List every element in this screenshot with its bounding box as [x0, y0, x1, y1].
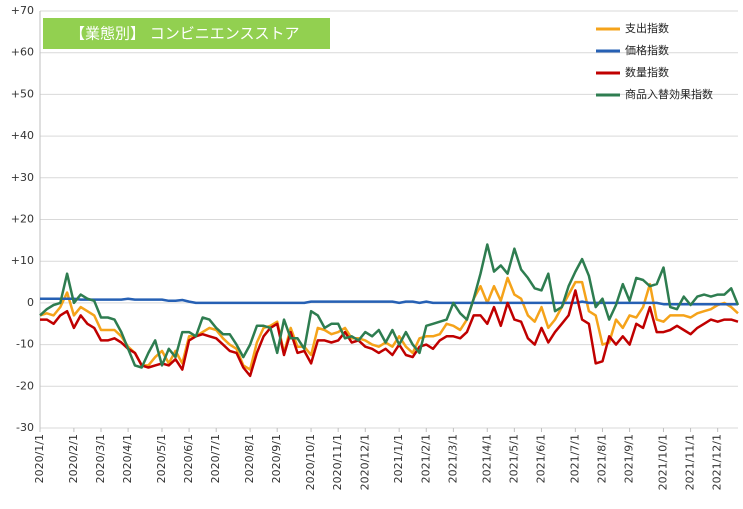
y-tick-label: +30: [11, 171, 34, 184]
x-tick-label: 2021/3/1: [446, 434, 459, 483]
legend-label: 支出指数: [625, 21, 669, 35]
legend-label: 価格指数: [625, 43, 669, 57]
x-tick-label: 2021/4/1: [480, 434, 493, 483]
x-tick-label: 2020/5/1: [155, 434, 168, 483]
x-tick-label: 2020/3/1: [94, 434, 107, 483]
x-tick-label: 2021/8/1: [595, 434, 608, 483]
series-line: [39, 243, 740, 369]
y-tick-label: +70: [11, 4, 34, 17]
x-tick-label: 2021/9/1: [623, 434, 636, 483]
x-tick-label: 2021/12/1: [711, 434, 724, 490]
series-line: [39, 276, 739, 371]
x-tick-label: 2021/1/1: [392, 434, 405, 483]
x-tick-label: 2020/8/1: [243, 434, 256, 483]
x-tick-label: 2020/9/1: [270, 434, 283, 483]
y-tick-label: -10: [16, 338, 34, 351]
y-tick-label: -30: [16, 421, 34, 434]
y-tick-label: -20: [16, 379, 34, 392]
x-tick-label: 2020/10/1: [304, 434, 317, 490]
x-tick-label: 2020/2/1: [67, 434, 80, 483]
y-tick-label: +10: [11, 254, 34, 267]
x-tick-label: 2021/7/1: [568, 434, 581, 483]
x-tick-label: 2020/7/1: [209, 434, 222, 483]
legend-label: 数量指数: [625, 65, 669, 79]
x-tick-label: 2020/1/1: [33, 434, 46, 483]
y-tick-label: +60: [11, 46, 34, 59]
x-tick-label: 2020/12/1: [358, 434, 371, 490]
x-tick-label: 2021/2/1: [419, 434, 432, 483]
x-tick-label: 2021/11/1: [684, 434, 697, 490]
chart-title: 【業態別】 コンビニエンスストア: [70, 25, 299, 43]
x-tick-label: 2020/4/1: [121, 434, 134, 483]
series-line: [40, 289, 739, 378]
x-tick-label: 2021/10/1: [656, 434, 669, 490]
x-tick-label: 2021/5/1: [507, 434, 520, 483]
x-tick-label: 2020/6/1: [182, 434, 195, 483]
y-tick-label: +20: [11, 213, 34, 226]
x-tick-label: 2020/11/1: [331, 434, 344, 490]
y-tick-label: +50: [11, 87, 34, 100]
x-tick-label: 2021/6/1: [534, 434, 547, 483]
legend-label: 商品入替効果指数: [625, 87, 713, 101]
y-tick-label: +40: [11, 129, 34, 142]
title-box: [43, 18, 330, 49]
series-line: [40, 297, 738, 306]
y-tick-label: 0: [27, 296, 34, 309]
